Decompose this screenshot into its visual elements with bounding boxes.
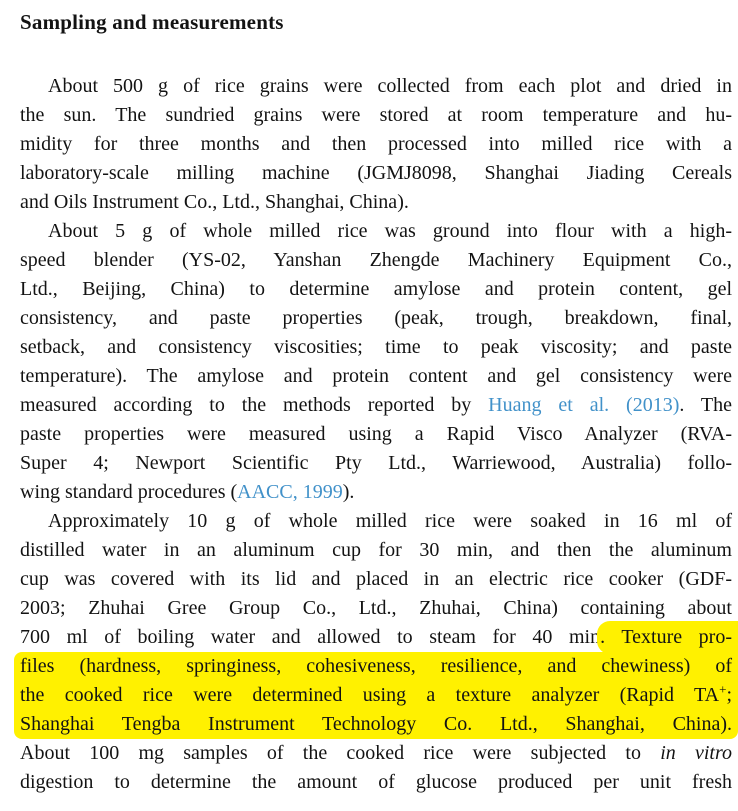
text-line: midity for three months and then process…	[20, 130, 732, 159]
highlighted-text-segment: +	[719, 681, 727, 697]
citation-link-aacc-1999[interactable]: AACC, 1999	[237, 481, 343, 503]
text-segment: laboratory-scale milling machine (JGMJ80…	[20, 162, 732, 184]
text-segment: About 100 mg samples of the cooked rice …	[20, 742, 661, 764]
highlighted-text-segment: ;	[726, 684, 732, 706]
text-line: About 100 mg samples of the cooked rice …	[20, 739, 732, 768]
text-line: Super 4; Newport Scientific Pty Ltd., Wa…	[20, 449, 732, 478]
text-segment: distilled water in an aluminum cup for 3…	[20, 539, 732, 561]
text-line: About 500 g of rice grains were collecte…	[20, 72, 732, 101]
text-line: digestion to determine the amount of glu…	[20, 768, 732, 797]
text-segment: Approximately 10 g of whole milled rice …	[48, 510, 732, 532]
text-segment: the sun. The sundried grains were stored…	[20, 104, 732, 126]
text-line: paste properties were measured using a R…	[20, 420, 732, 449]
text-segment: About 5 g of whole milled rice was groun…	[48, 220, 732, 242]
text-line: and Oils Instrument Co., Ltd., Shanghai,…	[20, 188, 732, 217]
text-line: 700 ml of boiling water and allowed to s…	[20, 621, 738, 654]
text-line: distilled water in an aluminum cup for 3…	[20, 536, 732, 565]
text-segment: ).	[342, 481, 355, 503]
text-segment: paste properties were measured using a R…	[20, 423, 732, 445]
highlighted-text-line: Shanghai Tengba Instrument Technology Co…	[14, 710, 738, 739]
text-line: the sun. The sundried grains were stored…	[20, 101, 732, 130]
section-heading: Sampling and measurements	[20, 10, 284, 34]
text-segment: and Oils Instrument Co., Ltd., Shanghai,…	[20, 191, 409, 213]
text-segment: Super 4; Newport Scientific Pty Ltd., Wa…	[20, 452, 732, 474]
body-text: About 500 g of rice grains were collecte…	[14, 72, 738, 797]
text-segment: temperature). The amylose and protein co…	[20, 365, 732, 387]
text-segment: About 500 g of rice grains were collecte…	[48, 75, 732, 97]
text-line: laboratory-scale milling machine (JGMJ80…	[20, 159, 732, 188]
text-line: consistency, and paste properties (peak,…	[20, 304, 732, 333]
paragraph: About 500 g of rice grains were collecte…	[20, 72, 732, 217]
text-segment: speed blender (YS-02, Yanshan Zhengde Ma…	[20, 249, 732, 271]
text-line: Ltd., Beijing, China) to determine amylo…	[20, 275, 732, 304]
text-segment: cup was covered with its lid and placed …	[20, 568, 732, 590]
paragraph: About 5 g of whole milled rice was groun…	[20, 217, 732, 507]
text-segment: 2003; Zhuhai Gree Group Co., Ltd., Zhuha…	[20, 597, 732, 619]
text-line: About 5 g of whole milled rice was groun…	[20, 217, 732, 246]
paragraph: Approximately 10 g of whole milled rice …	[14, 507, 738, 797]
text-line: setback, and consistency viscosities; ti…	[20, 333, 732, 362]
text-line: cup was covered with its lid and placed …	[20, 565, 732, 594]
text-line: measured according to the methods report…	[20, 391, 732, 420]
highlighted-text-segment: the cooked rice were determined using a …	[20, 684, 720, 706]
highlighted-text-line: the cooked rice were determined using a …	[14, 681, 738, 710]
text-segment: measured according to the methods report…	[20, 394, 489, 416]
text-segment: consistency, and paste properties (peak,…	[20, 307, 732, 329]
text-line: speed blender (YS-02, Yanshan Zhengde Ma…	[20, 246, 732, 275]
text-segment: digestion to determine the amount of glu…	[20, 771, 732, 793]
text-segment: Ltd., Beijing, China) to determine amylo…	[20, 278, 732, 300]
highlighted-text-line: files (hardness, springiness, cohesivene…	[14, 652, 738, 681]
highlighted-text-segment: . Texture pro-	[597, 621, 738, 654]
text-line: 2003; Zhuhai Gree Group Co., Ltd., Zhuha…	[20, 594, 732, 623]
text-segment: wing standard procedures (	[20, 481, 238, 503]
text-segment: setback, and consistency viscosities; ti…	[20, 336, 732, 358]
citation-link-huang-2013[interactable]: Huang et al. (2013)	[488, 394, 680, 416]
text-segment: midity for three months and then process…	[20, 133, 732, 155]
text-segment: . The	[679, 394, 733, 416]
highlighted-text-segment: Shanghai Tengba Instrument Technology Co…	[20, 713, 732, 735]
highlighted-text-segment: files (hardness, springiness, cohesivene…	[20, 655, 732, 677]
text-line: wing standard procedures (AACC, 1999).	[20, 478, 732, 507]
text-segment: in vitro	[660, 742, 732, 764]
text-line: temperature). The amylose and protein co…	[20, 362, 732, 391]
text-line: Approximately 10 g of whole milled rice …	[20, 507, 732, 536]
text-segment: 700 ml of boiling water and allowed to s…	[20, 626, 601, 648]
